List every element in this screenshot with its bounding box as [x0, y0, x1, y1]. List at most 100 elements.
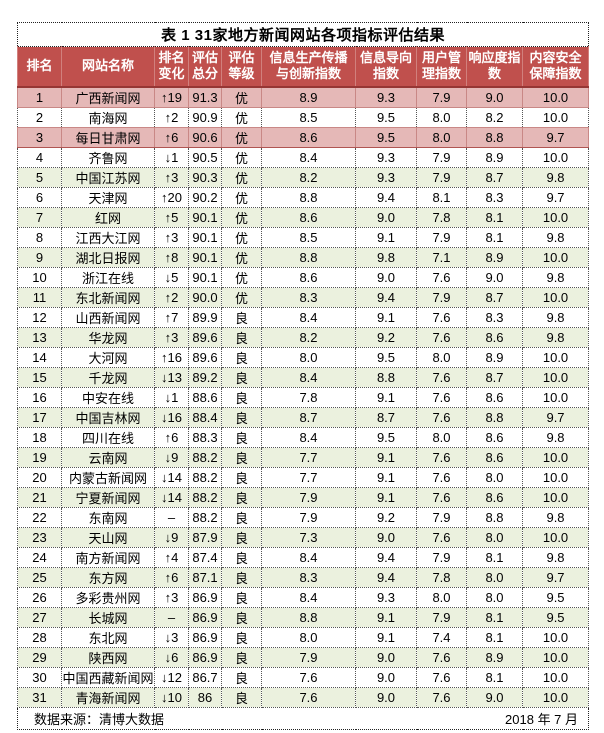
site-name-cell: 中国吉林网 — [61, 407, 155, 428]
info-production-innovation-index-cell: 8.0 — [261, 627, 356, 648]
table-row: 31 青海新闻网 ↓10 86 良 7.6 9.0 7.6 9.0 10.0 — [17, 687, 590, 708]
table-title: 表 1 31家地方新闻网站各项指标评估结果 — [16, 22, 590, 47]
grade-cell: 优 — [221, 287, 262, 308]
site-name-cell: 江西大江网 — [61, 227, 155, 248]
site-name-cell: 中安在线 — [61, 387, 155, 408]
date-label: 2018 年 7 月 — [505, 712, 579, 727]
table-row: 20 内蒙古新闻网 ↓14 88.2 良 7.7 9.1 7.6 8.0 10.0 — [17, 467, 590, 488]
content-security-index-cell: 9.8 — [521, 227, 590, 248]
info-orientation-index-cell: 9.1 — [355, 227, 417, 248]
total-score-cell: 88.4 — [188, 407, 222, 428]
grade-cell: 良 — [221, 467, 262, 488]
column-header-info-production-innovation: 信息生产传播 与创新指数 — [261, 46, 356, 87]
responsiveness-index-cell: 8.1 — [466, 667, 523, 688]
rank-cell: 3 — [17, 127, 62, 148]
info-orientation-index-cell: 9.1 — [355, 627, 417, 648]
info-orientation-index-cell: 9.1 — [355, 447, 417, 468]
responsiveness-index-cell: 8.7 — [466, 287, 523, 308]
content-security-index-cell: 9.8 — [521, 327, 590, 348]
info-production-innovation-index-cell: 7.9 — [261, 507, 356, 528]
site-name-cell: 南海网 — [61, 107, 155, 128]
info-orientation-index-cell: 9.3 — [355, 587, 417, 608]
total-score-cell: 89.9 — [188, 307, 222, 328]
table-row: 17 中国吉林网 ↓16 88.4 良 8.7 8.7 7.6 8.8 9.7 — [17, 407, 590, 428]
info-production-innovation-index-cell: 7.6 — [261, 667, 356, 688]
content-security-index-cell: 10.0 — [521, 527, 590, 548]
info-production-innovation-index-cell: 8.4 — [261, 307, 356, 328]
info-orientation-index-cell: 9.4 — [355, 287, 417, 308]
user-management-index-cell: 7.9 — [416, 287, 467, 308]
grade-cell: 优 — [221, 167, 262, 188]
rank-cell: 13 — [17, 327, 62, 348]
table-row: 23 天山网 ↓9 87.9 良 7.3 9.0 7.6 8.0 10.0 — [17, 527, 590, 548]
responsiveness-index-cell: 8.9 — [466, 247, 523, 268]
user-management-index-cell: 8.0 — [416, 587, 467, 608]
grade-cell: 良 — [221, 447, 262, 468]
total-score-cell: 90.5 — [188, 147, 222, 168]
column-header-grade: 评估 等级 — [221, 46, 262, 87]
total-score-cell: 89.6 — [188, 347, 222, 368]
table-row: 11 东北新闻网 ↑2 90.0 优 8.3 9.4 7.9 8.7 10.0 — [17, 287, 590, 308]
table-row: 26 多彩贵州网 ↑3 86.9 良 8.4 9.3 8.0 8.0 9.5 — [17, 587, 590, 608]
user-management-index-cell: 7.6 — [416, 467, 467, 488]
content-security-index-cell: 9.8 — [521, 547, 590, 568]
rank-cell: 14 — [17, 347, 62, 368]
rank-cell: 26 — [17, 587, 62, 608]
responsiveness-index-cell: 8.2 — [466, 107, 523, 128]
user-management-index-cell: 7.9 — [416, 607, 467, 628]
table-row: 15 千龙网 ↓13 89.2 良 8.4 8.8 7.6 8.7 10.0 — [17, 367, 590, 388]
responsiveness-index-cell: 8.8 — [466, 407, 523, 428]
site-name-cell: 东方网 — [61, 567, 155, 588]
responsiveness-index-cell: 8.0 — [466, 567, 523, 588]
info-production-innovation-index-cell: 7.9 — [261, 647, 356, 668]
rank-cell: 8 — [17, 227, 62, 248]
table-row: 24 南方新闻网 ↑4 87.4 良 8.4 9.4 7.9 8.1 9.8 — [17, 547, 590, 568]
site-name-cell: 青海新闻网 — [61, 687, 155, 708]
rank-change-cell: ↓5 — [154, 267, 189, 288]
site-name-cell: 东北新闻网 — [61, 287, 155, 308]
responsiveness-index-cell: 8.1 — [466, 227, 523, 248]
rank-change-cell: ↑4 — [154, 547, 189, 568]
total-score-cell: 86.9 — [188, 627, 222, 648]
responsiveness-index-cell: 8.8 — [466, 127, 523, 148]
content-security-index-cell: 10.0 — [521, 247, 590, 268]
responsiveness-index-cell: 8.7 — [466, 367, 523, 388]
site-name-cell: 四川在线 — [61, 427, 155, 448]
rank-cell: 16 — [17, 387, 62, 408]
responsiveness-index-cell: 8.3 — [466, 307, 523, 328]
rank-cell: 2 — [17, 107, 62, 128]
data-source-label: 数据来源：清博大数据 — [34, 712, 165, 727]
grade-cell: 良 — [221, 307, 262, 328]
grade-cell: 良 — [221, 407, 262, 428]
table-row: 19 云南网 ↓9 88.2 良 7.7 9.1 7.6 8.6 10.0 — [17, 447, 590, 468]
content-security-index-cell: 10.0 — [521, 447, 590, 468]
rank-change-cell: ↓14 — [154, 487, 189, 508]
responsiveness-index-cell: 8.6 — [466, 427, 523, 448]
user-management-index-cell: 7.9 — [416, 86, 467, 108]
content-security-index-cell: 10.0 — [521, 86, 590, 108]
rank-change-cell: ↑6 — [154, 127, 189, 148]
rank-cell: 30 — [17, 667, 62, 688]
table-row: 8 江西大江网 ↑3 90.1 优 8.5 9.1 7.9 8.1 9.8 — [17, 227, 590, 248]
column-header-rank-change: 排名 变化 — [154, 46, 189, 87]
rank-change-cell: ↓14 — [154, 467, 189, 488]
grade-cell: 优 — [221, 187, 262, 208]
evaluation-table: 表 1 31家地方新闻网站各项指标评估结果 排名 网站名称 排名 变化 评估 总… — [16, 22, 590, 730]
info-production-innovation-index-cell: 8.6 — [261, 267, 356, 288]
info-orientation-index-cell: 9.3 — [355, 86, 417, 108]
responsiveness-index-cell: 9.0 — [466, 267, 523, 288]
info-orientation-index-cell: 9.1 — [355, 607, 417, 628]
user-management-index-cell: 8.0 — [416, 107, 467, 128]
grade-cell: 良 — [221, 627, 262, 648]
table-row: 21 宁夏新闻网 ↓14 88.2 良 7.9 9.1 7.6 8.6 10.0 — [17, 487, 590, 508]
rank-change-cell: – — [154, 507, 189, 528]
responsiveness-index-cell: 9.0 — [466, 687, 523, 708]
rank-cell: 27 — [17, 607, 62, 628]
rank-change-cell: ↑6 — [154, 567, 189, 588]
rank-change-cell: ↓12 — [154, 667, 189, 688]
info-orientation-index-cell: 9.4 — [355, 567, 417, 588]
site-name-cell: 东北网 — [61, 627, 155, 648]
user-management-index-cell: 7.9 — [416, 507, 467, 528]
user-management-index-cell: 7.9 — [416, 147, 467, 168]
user-management-index-cell: 7.9 — [416, 167, 467, 188]
